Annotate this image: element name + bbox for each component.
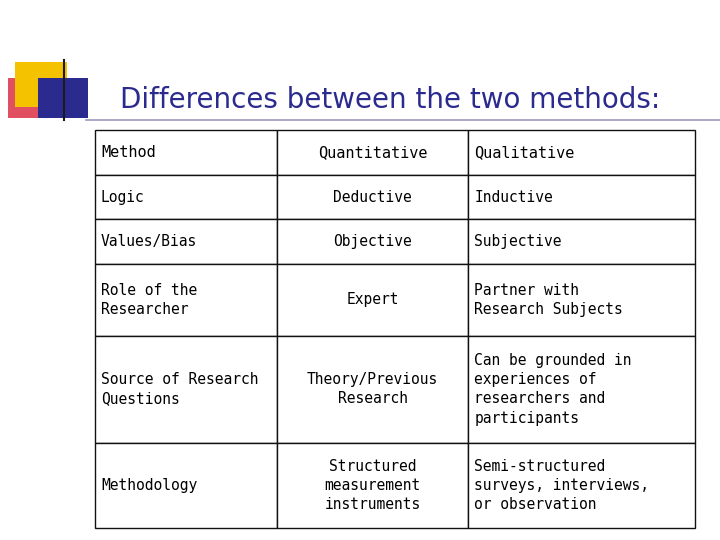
- Bar: [8, 78, 52, 118]
- Text: Method: Method: [101, 145, 156, 160]
- Text: Deductive: Deductive: [333, 190, 412, 205]
- Text: Semi-structured
surveys, interviews,
or observation: Semi-structured surveys, interviews, or …: [474, 459, 649, 512]
- Text: Theory/Previous
Research: Theory/Previous Research: [307, 372, 438, 407]
- Text: Role of the
Researcher: Role of the Researcher: [101, 283, 197, 317]
- Bar: [277, 443, 469, 528]
- Bar: [38, 78, 88, 118]
- Bar: [469, 336, 695, 443]
- Text: Partner with
Research Subjects: Partner with Research Subjects: [474, 283, 623, 317]
- Bar: [15, 62, 67, 107]
- Text: Structured
measurement
instruments: Structured measurement instruments: [325, 459, 420, 512]
- Bar: [277, 336, 469, 443]
- Text: Can be grounded in
experiences of
researchers and
participants: Can be grounded in experiences of resear…: [474, 353, 632, 426]
- Text: Expert: Expert: [346, 293, 399, 307]
- Bar: [469, 219, 695, 264]
- Bar: [95, 264, 277, 336]
- Bar: [95, 175, 277, 219]
- Text: Objective: Objective: [333, 234, 412, 249]
- Text: Inductive: Inductive: [474, 190, 553, 205]
- Text: Qualitative: Qualitative: [474, 145, 575, 160]
- Bar: [469, 175, 695, 219]
- Bar: [95, 443, 277, 528]
- Text: Quantitative: Quantitative: [318, 145, 428, 160]
- Bar: [277, 219, 469, 264]
- Bar: [277, 175, 469, 219]
- Bar: [95, 336, 277, 443]
- Text: Logic: Logic: [101, 190, 145, 205]
- Text: Source of Research
Questions: Source of Research Questions: [101, 372, 258, 407]
- Bar: [469, 443, 695, 528]
- Bar: [277, 264, 469, 336]
- Bar: [95, 130, 277, 175]
- Bar: [469, 130, 695, 175]
- Text: Differences between the two methods:: Differences between the two methods:: [120, 86, 660, 114]
- Bar: [95, 219, 277, 264]
- Text: Values/Bias: Values/Bias: [101, 234, 197, 249]
- Bar: [469, 264, 695, 336]
- Text: Methodology: Methodology: [101, 478, 197, 493]
- Bar: [277, 130, 469, 175]
- Text: Subjective: Subjective: [474, 234, 562, 249]
